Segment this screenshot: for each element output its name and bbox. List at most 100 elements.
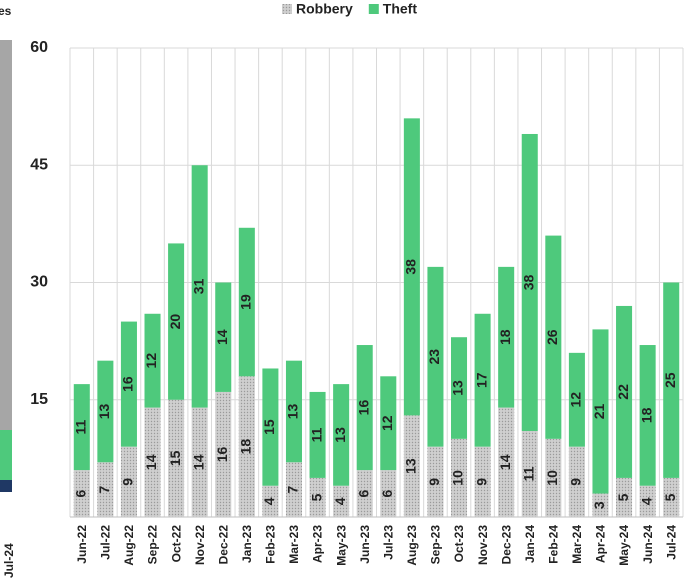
x-tick-label: Oct-22 <box>169 525 183 563</box>
data-label: 5 <box>662 493 678 501</box>
bar <box>215 282 232 392</box>
x-tick-label: Jan-23 <box>240 525 254 563</box>
data-label: 9 <box>473 478 489 486</box>
bar <box>474 313 491 447</box>
x-tick-label: Jun-24 <box>641 525 655 564</box>
bar-pattern <box>215 391 232 517</box>
data-label: 16 <box>214 446 230 462</box>
data-label: 4 <box>332 497 348 505</box>
neighbor-area <box>0 430 12 480</box>
x-tick-label: Apr-24 <box>594 525 608 563</box>
x-tick-label: Feb-23 <box>264 525 278 564</box>
data-label: 15 <box>261 419 277 435</box>
bar-pattern <box>168 399 185 517</box>
x-tick-label: Sep-23 <box>429 525 443 565</box>
data-label: 38 <box>403 259 419 275</box>
data-label: 23 <box>426 349 442 365</box>
data-label: 5 <box>615 493 631 501</box>
data-label: 13 <box>96 403 112 419</box>
data-label: 6 <box>355 489 371 497</box>
x-tick-label: Jul-22 <box>99 525 113 560</box>
x-tick-label: Nov-23 <box>476 525 490 565</box>
bar <box>403 118 420 416</box>
data-label: 4 <box>638 497 654 505</box>
y-tick-label: 30 <box>30 274 48 291</box>
data-label: 12 <box>379 415 395 431</box>
bar-pattern <box>498 407 515 517</box>
bar-pattern <box>97 462 114 517</box>
bar-pattern <box>144 407 161 517</box>
bar <box>168 243 185 400</box>
bar-pattern <box>380 470 397 517</box>
bar <box>521 133 538 432</box>
x-tick-label: Dec-22 <box>216 525 230 565</box>
x-tick-label: Jul-24 <box>664 525 678 560</box>
data-label: 13 <box>332 427 348 443</box>
bar <box>592 329 609 494</box>
data-label: 11 <box>72 420 88 435</box>
data-label: 16 <box>355 400 371 416</box>
x-tick-label: Jun-22 <box>75 525 89 564</box>
data-label: 31 <box>190 278 206 294</box>
data-label: 6 <box>72 489 88 497</box>
data-label: 14 <box>497 454 513 470</box>
data-label: 15 <box>167 450 183 466</box>
x-tick-label: Aug-23 <box>405 525 419 566</box>
bar-pattern <box>285 462 302 517</box>
bar <box>639 345 656 486</box>
x-tick-label: Feb-24 <box>546 525 560 564</box>
neighbor-area <box>0 480 12 492</box>
bar-pattern <box>333 485 350 517</box>
neighbor-label: Jul-24 <box>2 543 16 578</box>
legend-swatch-pattern <box>282 4 292 14</box>
data-label: 21 <box>591 403 607 419</box>
data-label: 14 <box>214 329 230 345</box>
data-label: 22 <box>615 384 631 400</box>
bar <box>309 391 326 478</box>
data-label: 25 <box>662 372 678 388</box>
data-label: 17 <box>473 372 489 388</box>
legend-label: Robbery <box>296 1 353 17</box>
data-label: 9 <box>568 478 584 486</box>
bar-pattern <box>309 477 326 517</box>
bar <box>120 321 137 447</box>
data-label: 10 <box>544 470 560 486</box>
bar <box>545 235 562 439</box>
data-label: 18 <box>238 439 254 455</box>
y-tick-label: 45 <box>30 156 48 173</box>
bar-pattern <box>616 477 633 517</box>
bar-pattern <box>451 438 468 517</box>
bar <box>97 360 114 463</box>
x-tick-label: Jun-23 <box>358 525 372 564</box>
x-tick-label: Sep-22 <box>146 525 160 565</box>
bar <box>144 313 161 408</box>
x-tick-label: Nov-22 <box>193 525 207 565</box>
data-label: 18 <box>638 407 654 423</box>
data-label: 6 <box>379 489 395 497</box>
data-label: 7 <box>285 486 301 494</box>
data-label: 16 <box>120 376 136 392</box>
data-label: 26 <box>544 329 560 345</box>
data-label: 3 <box>591 501 607 509</box>
bar <box>616 305 633 478</box>
data-label: 5 <box>308 493 324 501</box>
x-tick-label: Oct-23 <box>452 525 466 563</box>
x-tick-label: Jul-23 <box>381 525 395 560</box>
data-label: 12 <box>143 353 159 369</box>
bar-pattern <box>73 470 90 517</box>
bar <box>238 227 255 377</box>
bar-pattern <box>545 438 562 517</box>
data-label: 11 <box>520 466 536 481</box>
legend-label: Theft <box>383 1 418 17</box>
data-label: 13 <box>450 380 466 396</box>
neighbor-title: es <box>0 4 12 18</box>
data-label: 4 <box>261 497 277 505</box>
data-label: 18 <box>497 329 513 345</box>
data-label: 11 <box>308 427 324 442</box>
y-tick-label: 15 <box>30 391 48 408</box>
data-label: 7 <box>96 486 112 494</box>
legend-swatch <box>368 4 379 14</box>
bar-pattern <box>521 431 538 517</box>
bar-pattern <box>663 477 680 517</box>
